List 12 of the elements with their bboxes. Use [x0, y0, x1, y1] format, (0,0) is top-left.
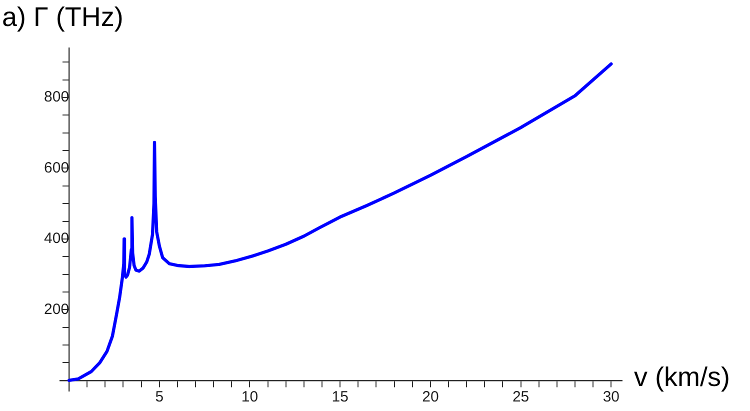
x-tick-label: 20 [422, 388, 439, 406]
y-axis-title: a) Γ (THz) [2, 2, 124, 33]
x-tick-label: 5 [155, 388, 164, 406]
x-axis-title: v (km/s) [634, 362, 730, 393]
x-tick-label: 25 [512, 388, 530, 406]
x-tick-label: 10 [241, 388, 258, 406]
y-tick-label: 400 [44, 230, 70, 248]
x-tick-label: 15 [332, 388, 348, 406]
y-tick-label: 800 [44, 88, 70, 106]
y-tick-label: 200 [44, 300, 70, 318]
x-tick-label: 30 [602, 388, 620, 406]
y-tick-label: 600 [44, 159, 70, 176]
